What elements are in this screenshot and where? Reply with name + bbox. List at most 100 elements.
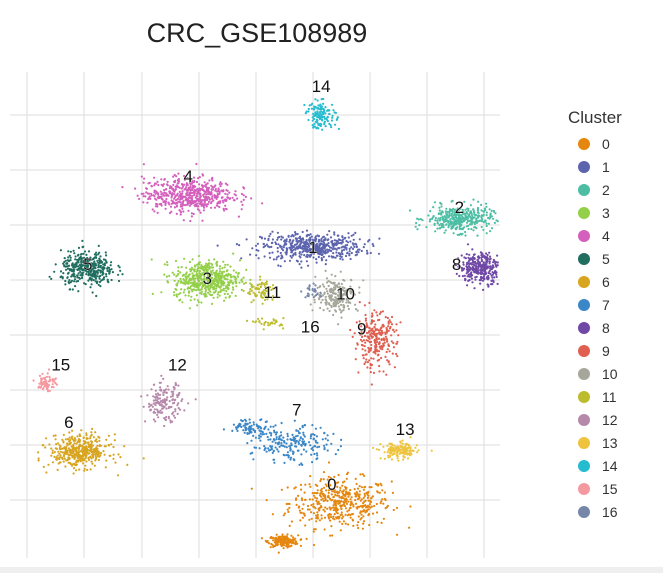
point bbox=[99, 271, 102, 274]
point bbox=[280, 540, 283, 543]
point bbox=[470, 277, 473, 280]
point bbox=[326, 307, 329, 310]
point bbox=[298, 439, 301, 442]
point bbox=[162, 391, 165, 394]
point bbox=[194, 285, 197, 288]
point bbox=[344, 485, 347, 489]
point bbox=[492, 258, 495, 262]
point bbox=[96, 280, 99, 283]
point bbox=[439, 201, 442, 204]
point bbox=[110, 278, 113, 282]
point bbox=[78, 445, 81, 448]
point bbox=[314, 244, 317, 247]
point bbox=[196, 274, 199, 277]
point bbox=[285, 238, 288, 241]
point bbox=[387, 343, 390, 346]
point bbox=[445, 214, 449, 217]
point bbox=[245, 427, 248, 430]
point bbox=[118, 266, 121, 269]
point bbox=[203, 268, 206, 272]
point bbox=[117, 264, 120, 267]
point bbox=[323, 285, 326, 288]
point bbox=[309, 437, 312, 440]
point bbox=[225, 290, 228, 293]
point bbox=[277, 540, 280, 543]
point bbox=[162, 393, 165, 397]
point bbox=[327, 489, 330, 492]
point bbox=[381, 310, 384, 313]
point bbox=[197, 301, 200, 304]
point bbox=[160, 374, 163, 377]
point bbox=[327, 475, 330, 478]
point bbox=[154, 197, 157, 200]
point bbox=[395, 323, 398, 326]
point bbox=[390, 480, 393, 483]
point bbox=[282, 453, 285, 456]
point bbox=[177, 402, 180, 405]
point bbox=[105, 438, 108, 441]
point bbox=[258, 235, 262, 238]
point bbox=[298, 252, 301, 255]
point bbox=[354, 308, 358, 311]
point bbox=[447, 226, 450, 229]
point bbox=[181, 301, 184, 304]
point bbox=[454, 264, 457, 267]
point bbox=[245, 238, 248, 241]
point bbox=[91, 444, 95, 447]
point bbox=[63, 265, 66, 268]
point bbox=[96, 440, 99, 443]
point bbox=[337, 305, 340, 308]
point bbox=[352, 233, 355, 236]
point bbox=[470, 262, 473, 265]
point bbox=[277, 551, 280, 554]
point bbox=[220, 289, 223, 292]
point bbox=[469, 210, 472, 213]
point bbox=[332, 504, 335, 507]
point bbox=[164, 207, 167, 210]
point bbox=[180, 288, 183, 291]
point bbox=[299, 256, 302, 259]
point bbox=[361, 348, 364, 351]
point bbox=[160, 291, 163, 294]
point bbox=[385, 326, 388, 330]
point bbox=[337, 286, 340, 289]
point bbox=[80, 429, 83, 432]
point bbox=[37, 451, 40, 454]
point bbox=[419, 218, 422, 221]
point bbox=[330, 525, 333, 528]
point bbox=[74, 450, 77, 453]
point bbox=[254, 436, 257, 439]
point bbox=[388, 319, 391, 322]
point bbox=[66, 449, 69, 452]
point bbox=[175, 205, 178, 208]
point bbox=[249, 278, 252, 281]
point bbox=[226, 278, 229, 281]
point bbox=[465, 253, 468, 256]
point bbox=[324, 252, 327, 255]
point bbox=[473, 211, 476, 214]
point bbox=[199, 266, 202, 270]
point bbox=[174, 196, 177, 199]
point bbox=[364, 361, 367, 364]
point bbox=[257, 257, 260, 260]
point bbox=[173, 386, 176, 390]
point bbox=[295, 237, 298, 240]
point bbox=[475, 265, 478, 268]
point bbox=[487, 285, 490, 288]
point bbox=[369, 333, 372, 336]
point bbox=[249, 253, 252, 256]
point bbox=[315, 261, 318, 264]
point bbox=[460, 227, 463, 230]
point bbox=[177, 293, 180, 296]
point bbox=[168, 274, 171, 277]
point bbox=[73, 280, 76, 283]
point bbox=[215, 273, 218, 276]
point bbox=[483, 207, 486, 210]
point bbox=[172, 183, 175, 186]
point bbox=[336, 512, 339, 515]
point bbox=[192, 212, 195, 216]
point bbox=[195, 194, 198, 197]
point bbox=[234, 194, 237, 197]
point bbox=[336, 508, 339, 511]
point bbox=[186, 184, 189, 187]
